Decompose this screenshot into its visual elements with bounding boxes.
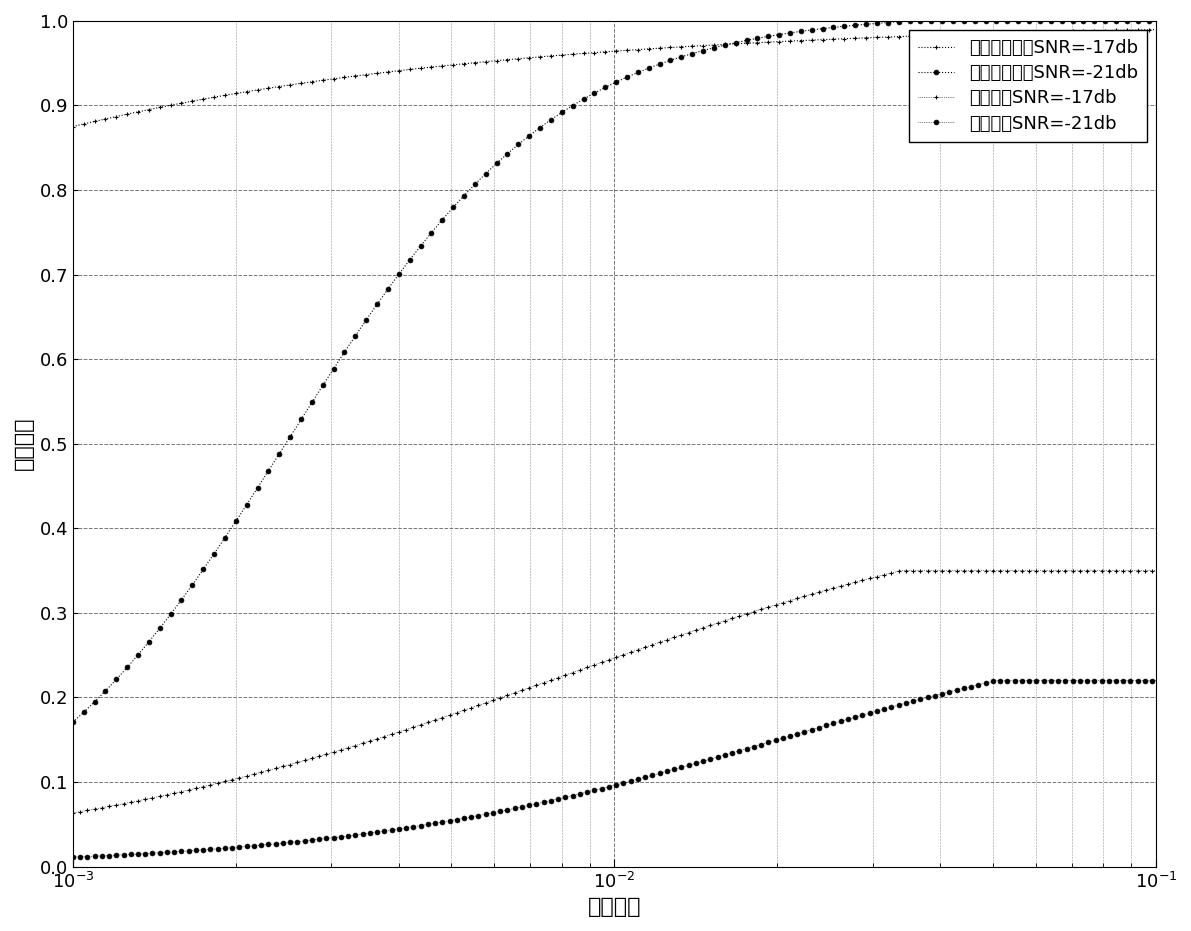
特征循环频率SNR=-21db	[710, 41, 724, 52]
Line: 能量检测SNR=-21db: 能量检测SNR=-21db	[70, 678, 1159, 859]
Line: 能量检测SNR=-17db: 能量检测SNR=-17db	[70, 568, 1159, 816]
特征循环频率SNR=-21db	[1050, 15, 1065, 26]
能量检测SNR=-21db	[66, 852, 80, 863]
特征循环频率SNR=-17db	[1047, 26, 1061, 37]
Y-axis label: 检测概率: 检测概率	[14, 417, 33, 470]
特征循环频率SNR=-21db	[706, 42, 721, 53]
能量检测SNR=-21db	[979, 678, 993, 689]
特征循环频率SNR=-17db	[69, 120, 83, 131]
特征循环频率SNR=-17db	[706, 39, 721, 50]
能量检测SNR=-17db	[729, 612, 743, 623]
特征循环频率SNR=-21db	[906, 15, 921, 26]
能量检测SNR=-21db	[69, 852, 83, 863]
特征循环频率SNR=-21db	[1148, 15, 1162, 26]
能量检测SNR=-21db	[710, 751, 724, 762]
X-axis label: 虚警概率: 虚警概率	[587, 897, 641, 917]
能量检测SNR=-17db	[710, 617, 724, 628]
能量检测SNR=-17db	[1050, 565, 1065, 576]
能量检测SNR=-17db	[896, 565, 910, 576]
能量检测SNR=-21db	[1148, 675, 1162, 686]
特征循环频率SNR=-17db	[979, 28, 993, 39]
能量检测SNR=-17db	[69, 806, 83, 817]
能量检测SNR=-17db	[66, 807, 80, 818]
能量检测SNR=-17db	[1148, 565, 1162, 576]
特征循环频率SNR=-17db	[729, 38, 743, 49]
特征循环频率SNR=-17db	[1148, 24, 1162, 35]
特征循环频率SNR=-21db	[69, 713, 83, 724]
特征循环频率SNR=-17db	[66, 121, 80, 132]
特征循环频率SNR=-21db	[66, 717, 80, 728]
特征循环频率SNR=-17db	[710, 39, 724, 50]
能量检测SNR=-21db	[1050, 675, 1065, 686]
特征循环频率SNR=-21db	[983, 15, 997, 26]
特征循环频率SNR=-21db	[729, 37, 743, 48]
能量检测SNR=-21db	[729, 747, 743, 758]
Line: 特征循环频率SNR=-21db: 特征循环频率SNR=-21db	[70, 19, 1159, 724]
Legend: 特征循环频率SNR=-17db, 特征循环频率SNR=-21db, 能量检测SNR=-17db, 能量检测SNR=-21db: 特征循环频率SNR=-17db, 特征循环频率SNR=-21db, 能量检测SN…	[909, 30, 1147, 142]
能量检测SNR=-21db	[706, 752, 721, 763]
能量检测SNR=-21db	[990, 675, 1004, 686]
能量检测SNR=-17db	[983, 565, 997, 576]
能量检测SNR=-17db	[706, 618, 721, 629]
Line: 特征循环频率SNR=-17db: 特征循环频率SNR=-17db	[70, 27, 1159, 129]
